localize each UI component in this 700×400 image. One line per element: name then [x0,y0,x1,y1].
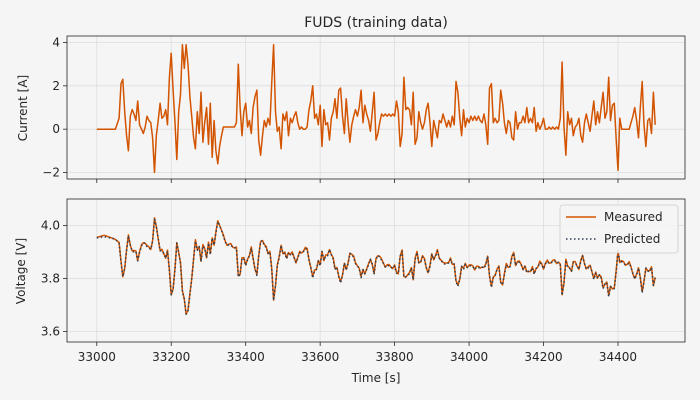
x-tick-label: 33200 [152,350,190,364]
current-grid [67,36,685,179]
voltage-axes-frame [66,198,686,343]
y-tick-label: 3.6 [41,324,60,338]
x-tick-label: 33600 [301,350,339,364]
x-tick-label: 34400 [599,350,637,364]
current-x-ticks [96,179,619,183]
y-tick-label: 3.8 [41,271,60,285]
legend: Measured Predicted [559,204,679,254]
y-tick-label: 0 [52,122,60,136]
chart-title: FUDS (training data) [304,15,448,31]
current-subplot: −2 0 2 4 Current [A] [16,35,686,183]
x-tick-label: 34200 [524,350,562,364]
voltage-y-ticks: 3.6 3.8 4.0 [41,218,67,338]
voltage-x-ticks: 33000 33200 33400 33600 33800 34000 34200 34400 [78,342,637,364]
current-y-axis-label: Current [A] [16,75,30,141]
voltage-subplot: 33000 33200 33400 33600 33800 34000 34200 34400… [14,198,686,385]
voltage-y-axis-label: Voltage [V] [14,238,28,304]
y-tick-label: 4 [52,36,60,50]
y-tick-label: −2 [42,166,60,180]
predicted-series-line [96,218,656,315]
legend-predicted-label: Predicted [604,232,660,246]
y-tick-label: 2 [52,79,60,93]
current-series-line [96,43,656,174]
current-y-ticks: −2 0 2 4 [42,36,67,180]
legend-measured-label: Measured [604,210,663,224]
y-tick-label: 4.0 [41,218,60,232]
x-tick-label: 33000 [78,350,116,364]
current-axes-frame [66,35,686,180]
x-axis-label: Time [s] [351,371,401,385]
x-tick-label: 33800 [376,350,414,364]
x-tick-label: 34000 [450,350,488,364]
x-tick-label: 33400 [227,350,265,364]
